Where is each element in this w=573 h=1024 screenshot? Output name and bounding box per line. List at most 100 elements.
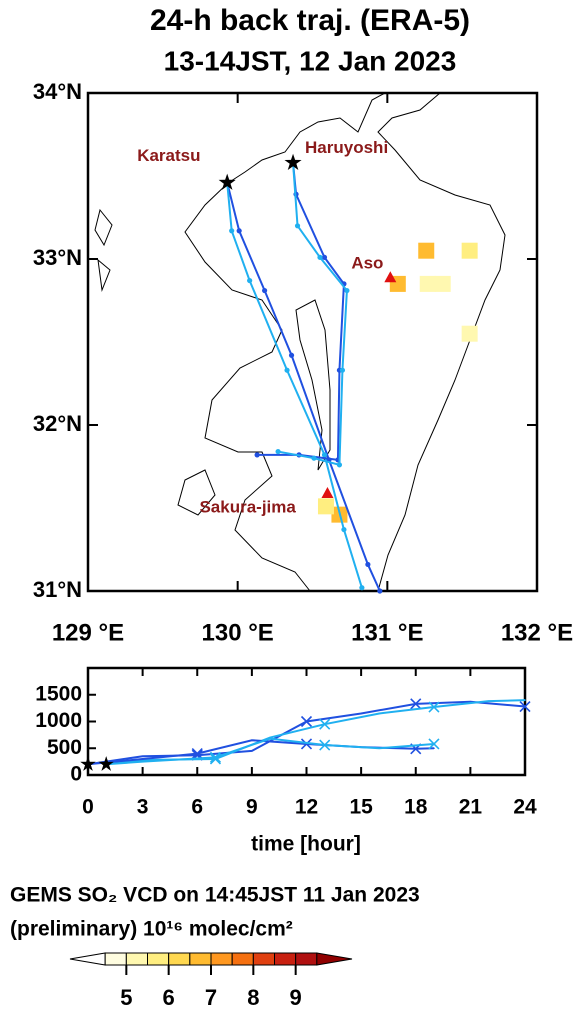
trajectory-point: [336, 462, 343, 468]
station-star: [218, 173, 236, 190]
vertex: [269, 737, 271, 740]
vertex: [360, 712, 362, 715]
start-star: [80, 756, 96, 771]
colorbar-tick-label: 5: [120, 985, 132, 1010]
volcano: [321, 487, 334, 499]
colorbar-cell: [168, 952, 191, 966]
colorbar-cell: [252, 952, 275, 966]
x-tick-label: 6: [191, 796, 203, 819]
trajectory-point: [288, 352, 295, 358]
colorbar-title: GEMS SO₂ VCD on 14:45JST 11 Jan 2023: [10, 884, 420, 907]
cross-marker: [428, 701, 440, 713]
station-star: [284, 153, 302, 171]
vertex: [141, 758, 144, 760]
trajectory-point: [254, 452, 260, 458]
cross-marker: [319, 718, 331, 730]
subtitle: 13-14JST, 12 Jan 2023: [164, 45, 457, 76]
cross-marker: [300, 715, 313, 728]
colorbar-tick-label: 7: [205, 985, 217, 1010]
trajectory-point: [284, 367, 290, 373]
y-tick-label: 0: [70, 763, 82, 786]
colorbar-cell: [104, 952, 127, 966]
x-tick-label: 129 °E: [52, 619, 124, 646]
altitude-line: [87, 700, 526, 766]
vertex: [378, 712, 381, 715]
cross-marker: [428, 738, 440, 750]
colorbar-tick-label: 9: [290, 985, 302, 1010]
x-axis-title: time [hour]: [251, 833, 361, 856]
so2-pixel: [419, 275, 436, 292]
trajectory-point: [247, 277, 253, 284]
x-tick-label: 130 °E: [202, 619, 274, 646]
colorbar-cell: [274, 952, 297, 966]
x-tick-label: 24: [513, 796, 537, 819]
coastline: [94, 92, 506, 592]
cross-marker: [519, 700, 531, 713]
colorbar-cell: [147, 952, 170, 966]
vertex: [251, 750, 253, 752]
trajectory-point: [321, 452, 328, 458]
so2-pixel: [317, 498, 334, 515]
trajectory-point: [344, 287, 350, 294]
colorbar-tick-label: 8: [247, 985, 259, 1010]
x-tick-label: 9: [246, 796, 258, 819]
trajectory-point: [236, 228, 242, 234]
trajectory-point: [359, 585, 365, 591]
y-tick-label: 31°N: [33, 577, 82, 602]
colorbar-end: [69, 952, 106, 966]
vertex: [487, 700, 490, 702]
title: 24-h back traj. (ERA-5): [150, 4, 470, 37]
vertex: [141, 755, 144, 758]
colorbar-end: [316, 952, 353, 966]
x-tick-label: 18: [404, 796, 428, 819]
place-label: Haruyoshi: [305, 138, 388, 157]
vertex: [524, 699, 526, 701]
vertex: [141, 760, 144, 763]
x-tick-label: 131 °E: [351, 619, 423, 646]
colorbar-cell: [125, 952, 149, 966]
trajectory-point: [321, 254, 328, 260]
place-label: Karatsu: [137, 146, 200, 165]
trajectory: [226, 182, 381, 592]
so2-pixel: [461, 242, 478, 259]
cross-marker: [319, 739, 331, 751]
so2-pixel: [434, 275, 451, 292]
x-tick-label: 21: [459, 796, 483, 819]
colorbar-cell: [210, 952, 233, 966]
y-tick-label: 1500: [35, 682, 82, 705]
y-tick-label: 32°N: [33, 411, 82, 436]
trajectory-point: [262, 287, 268, 294]
trajectory-point: [339, 367, 346, 373]
y-tick-label: 34°N: [33, 79, 82, 104]
vertex: [378, 747, 381, 750]
trajectory-point: [311, 455, 317, 461]
trajectory-point: [317, 254, 323, 260]
vertex: [251, 739, 253, 742]
trajectory: [277, 162, 348, 467]
map-frame: [86, 91, 539, 593]
x-tick-label: 0: [82, 796, 94, 819]
colorbar-cell: [231, 952, 254, 966]
start-star: [98, 756, 114, 771]
volcano: [384, 271, 397, 283]
altitude-line: [87, 739, 434, 766]
colorbar-cell: [295, 952, 318, 966]
cross-marker: [410, 698, 422, 710]
trajectory-point: [229, 228, 235, 234]
colorbar-tick-label: 6: [163, 985, 175, 1010]
y-tick-label: 33°N: [33, 245, 82, 270]
place-label: Aso: [351, 254, 383, 273]
x-tick-label: 12: [295, 796, 318, 819]
altitude-line: [106, 699, 526, 766]
cross-marker: [300, 738, 313, 750]
place-label: Sakura-jima: [199, 498, 296, 517]
x-tick-label: 15: [349, 796, 373, 819]
cross-marker: [191, 748, 203, 760]
trajectory-point: [275, 448, 281, 455]
x-tick-label: 132 °E: [501, 619, 573, 646]
trajectory: [257, 162, 345, 461]
colorbar-cell: [189, 952, 212, 966]
y-tick-label: 1000: [35, 709, 82, 732]
